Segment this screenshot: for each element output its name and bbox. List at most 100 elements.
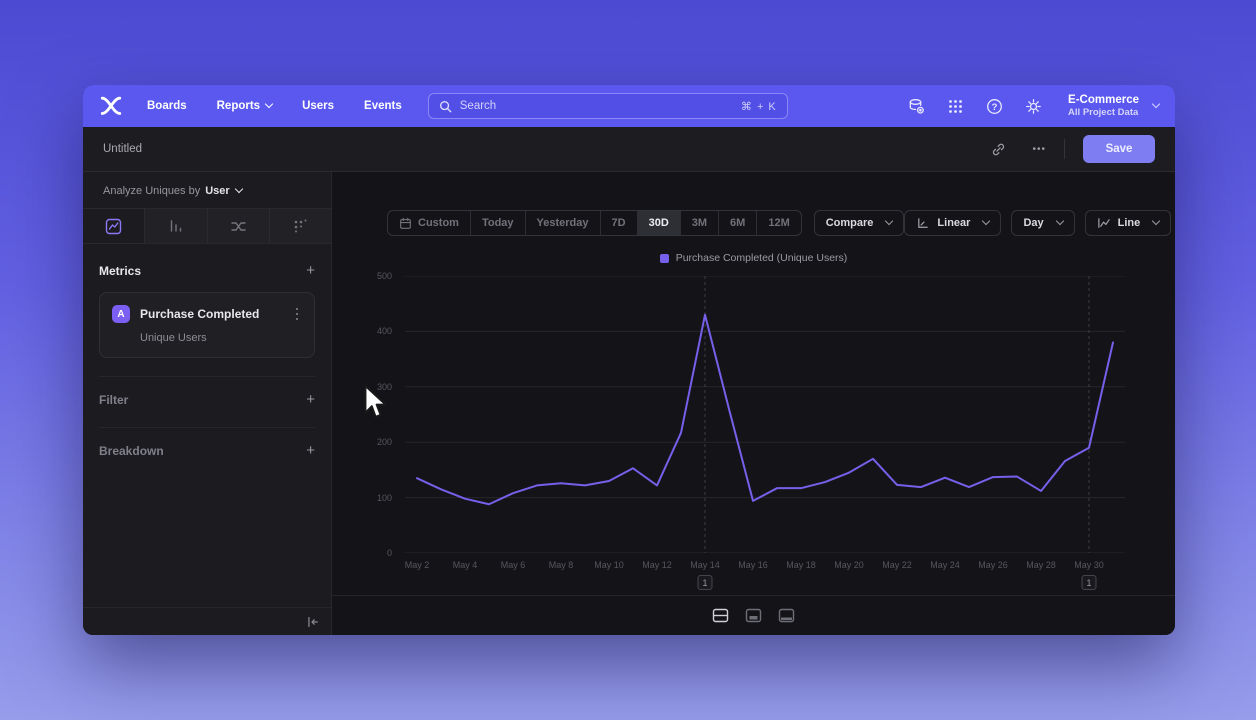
add-filter-icon[interactable]: + <box>306 391 315 408</box>
legend-swatch <box>659 253 669 263</box>
date-range-yesterday[interactable]: Yesterday <box>524 211 600 235</box>
search-box[interactable]: ⌘ + K <box>427 93 788 119</box>
chevron-down-icon <box>1151 99 1161 109</box>
top-nav: Boards Reports Users Events ⌘ + K <box>83 85 1175 127</box>
project-name: E-Commerce <box>1068 94 1139 106</box>
report-title[interactable]: Untitled <box>103 143 142 155</box>
tab-flows[interactable] <box>206 209 269 243</box>
report-title-bar: Untitled ••• Save <box>83 127 1175 172</box>
tab-insights[interactable] <box>83 209 144 243</box>
plot-area[interactable] <box>405 276 1125 553</box>
x-axis-tick: May 12 <box>642 560 672 570</box>
x-axis-tick: May 18 <box>786 560 816 570</box>
filter-header: Filter <box>99 393 129 407</box>
data-management-icon[interactable] <box>908 98 925 115</box>
search-input[interactable] <box>459 100 733 112</box>
date-range-3m[interactable]: 3M <box>679 211 718 235</box>
x-axis-tick: May 16 <box>738 560 768 570</box>
mixpanel-logo-icon[interactable] <box>99 96 123 116</box>
view-switcher <box>332 595 1175 635</box>
x-axis-tick: May 22 <box>882 560 912 570</box>
analyze-by-dropdown[interactable]: User <box>205 184 243 197</box>
y-axis-labels: 0 100 200 300 400 500 <box>332 271 400 558</box>
x-axis-tick: May 24 <box>930 560 960 570</box>
axis-scale-dropdown[interactable]: Linear <box>904 210 1002 236</box>
more-options-button[interactable]: ••• <box>1032 143 1046 155</box>
query-builder-sidebar: Analyze Uniques by User <box>83 172 332 635</box>
date-range-12m[interactable]: 12M <box>756 211 800 235</box>
axis-icon <box>916 217 930 230</box>
x-axis-labels: May 2 May 4 May 6 May 8 May 10 May 12 May 14 Ma… <box>405 560 1125 574</box>
insights-chart-icon <box>105 218 122 235</box>
line-chart-icon <box>1097 217 1111 230</box>
chart-type-dropdown[interactable]: Line <box>1084 210 1172 236</box>
x-axis-tick: May 30 <box>1074 560 1104 570</box>
date-range-today[interactable]: Today <box>469 211 525 235</box>
divider <box>99 376 315 377</box>
nav-item-boards[interactable]: Boards <box>147 100 187 112</box>
date-range-7d[interactable]: 7D <box>599 211 637 235</box>
add-breakdown-icon[interactable]: + <box>306 442 315 459</box>
y-axis-tick: 0 <box>386 548 392 558</box>
date-range-custom[interactable]: Custom <box>388 211 470 235</box>
y-axis-tick: 400 <box>376 326 392 337</box>
y-axis-tick: 300 <box>376 381 392 392</box>
calendar-icon <box>399 217 412 230</box>
metric-options-icon[interactable] <box>292 306 303 323</box>
chevron-down-icon <box>1152 216 1161 226</box>
save-button[interactable]: Save <box>1083 135 1155 163</box>
search-icon <box>439 100 452 113</box>
compare-dropdown[interactable]: Compare <box>813 210 905 236</box>
metric-measurement[interactable]: Unique Users <box>140 332 207 344</box>
tab-retention[interactable] <box>268 209 331 243</box>
settings-gear-icon[interactable] <box>1025 98 1042 115</box>
flows-icon <box>230 218 247 235</box>
date-range-30d[interactable]: 30D <box>636 211 680 235</box>
legend-label: Purchase Completed (Unique Users) <box>675 252 848 264</box>
search-shortcut: ⌘ + K <box>740 100 777 113</box>
date-range-6m[interactable]: 6M <box>718 211 756 235</box>
split-view-icon[interactable] <box>712 608 729 623</box>
chevron-down-icon <box>1055 216 1064 226</box>
annotation-badge[interactable]: 1 <box>1081 575 1097 590</box>
apps-grid-icon[interactable] <box>947 98 964 115</box>
chevron-down-icon <box>885 216 894 226</box>
annotation-badge[interactable]: 1 <box>697 575 713 590</box>
help-icon[interactable]: ? <box>986 98 1003 115</box>
line-chart: 0 100 200 300 400 500 May 2 May 4 May 6 May 8 May… <box>332 271 1175 592</box>
collapse-sidebar-icon[interactable] <box>305 615 319 629</box>
project-scope: All Project Data <box>1068 107 1139 118</box>
breakdown-header: Breakdown <box>99 444 164 458</box>
metrics-header: Metrics <box>99 264 142 278</box>
metric-badge: A <box>112 305 130 323</box>
app-window: Boards Reports Users Events ⌘ + K <box>83 85 1175 635</box>
x-axis-tick: May 10 <box>594 560 624 570</box>
chart-view-icon[interactable] <box>745 608 762 623</box>
granularity-dropdown[interactable]: Day <box>1011 210 1075 236</box>
x-axis-tick: May 20 <box>834 560 864 570</box>
metric-event-name: Purchase Completed <box>140 307 260 321</box>
x-axis-tick: May 8 <box>548 560 574 570</box>
chevron-down-icon <box>982 216 991 226</box>
nav-item-events[interactable]: Events <box>364 100 402 112</box>
add-metric-icon[interactable]: + <box>306 262 315 279</box>
y-axis-tick: 500 <box>376 271 392 281</box>
x-axis-tick: May 4 <box>452 560 478 570</box>
divider <box>99 427 315 428</box>
date-range-group: Custom Today Yesterday 7D 30D 3M 6M 12M <box>387 210 802 236</box>
nav-item-users[interactable]: Users <box>302 100 335 112</box>
chevron-down-icon <box>264 99 274 109</box>
share-link-icon[interactable] <box>991 142 1006 157</box>
x-axis-tick: May 28 <box>1026 560 1056 570</box>
y-axis-tick: 100 <box>376 492 392 503</box>
nav-item-reports[interactable]: Reports <box>217 99 274 112</box>
project-selector[interactable]: E-Commerce All Project Data <box>1068 94 1161 118</box>
table-view-icon[interactable] <box>778 608 795 623</box>
x-axis-tick: May 2 <box>404 560 430 570</box>
y-axis-tick: 200 <box>376 437 392 448</box>
x-axis-tick: May 26 <box>978 560 1008 570</box>
tab-funnels[interactable] <box>144 209 207 243</box>
metric-card[interactable]: A Purchase Completed Unique Users <box>99 292 315 358</box>
x-axis-tick: May 14 <box>690 560 720 570</box>
